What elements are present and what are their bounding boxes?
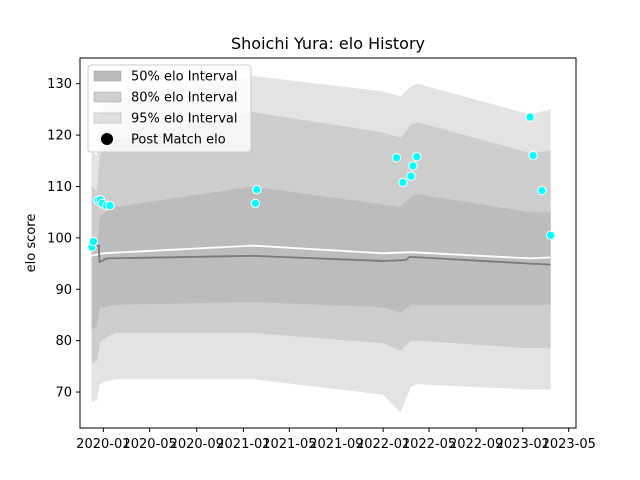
post-match-point: [546, 230, 556, 241]
x-tick-label: 2022-09: [449, 437, 503, 452]
axes-frame: [79, 57, 577, 429]
legend: 50% elo Interval 80% elo Interval 95% elo …: [87, 64, 252, 153]
post-match-point: [528, 150, 538, 161]
band-95-interval: [91, 76, 551, 413]
x-tick-label: 2023-01: [496, 437, 550, 452]
y-tick-label: 110: [47, 180, 72, 195]
y-tick-label: 130: [47, 77, 72, 92]
x-tick-label: 2020-05: [122, 437, 176, 452]
x-tick-label: 2023-05: [542, 437, 596, 452]
y-tick-label: 90: [55, 283, 72, 298]
legend-swatch: [93, 112, 122, 124]
y-axis-label: elo score: [24, 214, 39, 273]
x-tick-label: 2021-09: [309, 437, 363, 452]
y-tick-label: 80: [55, 334, 72, 349]
post-match-point: [391, 153, 402, 163]
x-tick-label: 2020-09: [170, 437, 224, 452]
post-match-point: [88, 236, 99, 247]
post-match-point: [398, 177, 408, 188]
post-match-point: [537, 185, 547, 196]
y-tick-label: 100: [47, 231, 72, 246]
axes: 7080901001101201302020-012020-052020-092…: [47, 77, 596, 452]
chart-title: Shoichi Yura: elo History: [231, 34, 425, 53]
post-match-point: [252, 184, 262, 195]
plot-area: [87, 76, 556, 413]
legend-box: [87, 64, 252, 153]
legend-swatch: [93, 91, 122, 103]
legend-swatch: [93, 70, 122, 82]
band-80-interval: [91, 112, 551, 364]
y-tick-label: 70: [55, 386, 72, 401]
x-tick-label: 2022-01: [356, 437, 410, 452]
legend-marker: [101, 133, 113, 145]
x-tick-label: 2021-01: [216, 437, 270, 452]
x-tick-label: 2020-01: [76, 437, 130, 452]
x-tick-label: 2022-05: [402, 437, 456, 452]
legend-label: Post Match elo: [131, 133, 226, 148]
legend-label: 80% elo Interval: [131, 91, 238, 106]
post-match-point: [408, 161, 418, 171]
y-tick-label: 120: [47, 129, 72, 144]
mean-elo-line: [91, 244, 551, 266]
upper-estimate-line: [91, 244, 551, 260]
legend-label: 50% elo Interval: [131, 70, 238, 85]
post-match-point: [105, 200, 115, 211]
post-match-point: [250, 198, 261, 209]
legend-label: 95% elo Interval: [131, 112, 238, 127]
post-match-point: [412, 152, 422, 162]
x-tick-label: 2021-05: [262, 437, 316, 452]
post-match-point: [406, 171, 416, 181]
post-match-point: [525, 112, 535, 122]
